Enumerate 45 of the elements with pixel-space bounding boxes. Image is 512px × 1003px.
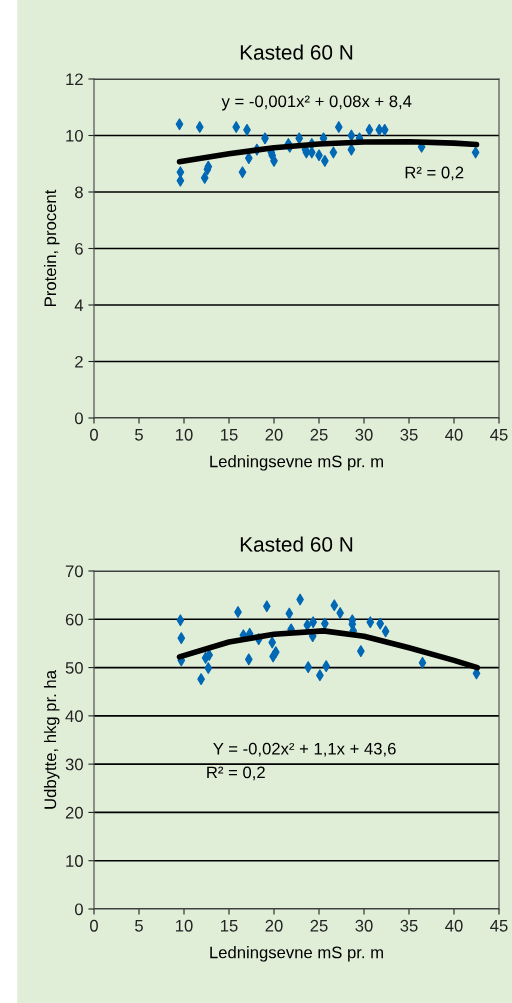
x-tick-label: 15 <box>221 920 238 932</box>
y-tick-label: 6 <box>75 242 83 255</box>
annotation: y = -0,001x² + 0,08x + 8,4 <box>221 95 412 111</box>
y-tick-label: 10 <box>66 129 83 142</box>
x-tick-label: 0 <box>90 428 98 441</box>
x-tick-label: 25 <box>310 428 328 441</box>
x-tick-label: 5 <box>135 920 143 932</box>
y-tick-label: 12 <box>66 73 83 86</box>
x-tick-label: 30 <box>355 428 373 441</box>
y-axis-title: Udbytte, hkg pr. ha <box>43 670 60 809</box>
y-tick-label: 10 <box>66 855 83 867</box>
x-tick-label: 35 <box>400 428 418 441</box>
x-tick-label: 10 <box>176 919 193 932</box>
y-tick-label: 0 <box>74 903 83 916</box>
x-tick-label: 45 <box>490 920 508 932</box>
x-tick-label: 40 <box>445 919 463 932</box>
y-tick-label: 70 <box>65 565 83 578</box>
x-tick-label: 0 <box>90 919 98 932</box>
annotation: R² = 0,2 <box>405 166 464 181</box>
x-tick-label: 45 <box>490 429 508 441</box>
y-tick-label: 8 <box>75 186 83 199</box>
y-tick-label: 2 <box>75 355 83 368</box>
y-tick-label: 30 <box>65 758 83 771</box>
y-tick-label: 4 <box>74 299 84 312</box>
y-axis-title: Protein, procent <box>43 189 60 306</box>
x-tick-label: 35 <box>400 919 418 932</box>
x-tick-label: 30 <box>355 919 373 932</box>
x-tick-label: 40 <box>445 428 463 441</box>
y-tick-label: 40 <box>65 710 83 723</box>
x-tick-label: 20 <box>265 919 283 932</box>
annotation: R² = 0,2 <box>207 766 265 781</box>
chart-title: Kasted 60 N <box>240 536 353 552</box>
chart-title: Kasted 60 N <box>240 44 353 60</box>
annotation: Y = -0,02x² + 1,1x + 43,6 <box>213 742 396 757</box>
x-tick-label: 15 <box>221 429 238 441</box>
y-tick-label: 20 <box>65 806 83 819</box>
y-tick-label: 60 <box>65 613 83 626</box>
x-tick-label: 20 <box>265 428 283 441</box>
y-tick-label: 50 <box>65 661 83 674</box>
y-tick-label: 0 <box>74 412 83 425</box>
x-tick-label: 10 <box>176 428 193 441</box>
x-axis-title: Ledningsevne mS pr. m <box>210 946 383 962</box>
x-axis-title: Ledningsevne mS pr. m <box>210 455 383 471</box>
x-tick-label: 5 <box>135 429 143 441</box>
x-tick-label: 25 <box>310 919 328 932</box>
